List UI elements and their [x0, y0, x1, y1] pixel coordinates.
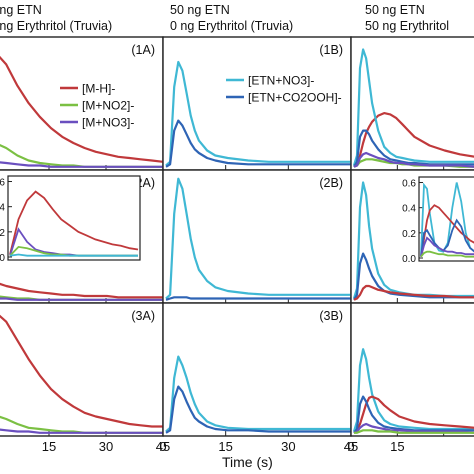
panel-label: (3A) [131, 309, 155, 323]
panel-frame [162, 169, 352, 304]
series-line--etn-co2ooh- [353, 129, 474, 168]
series-line--m-h- [0, 55, 164, 163]
inset-2a: 0.6 0.4 0.2 0.0 [0, 175, 141, 264]
series-line--m-h- [353, 284, 474, 301]
inset-y-tick-label: 0.2 [402, 229, 416, 240]
x-tick-label: 0 [159, 439, 166, 454]
panel-3b: (3B) 0 15 30 45 [159, 302, 358, 454]
inset-series-line--m-h- [420, 204, 474, 257]
legend-entry: [ETN+CO2OOH]- [248, 91, 342, 105]
inset-2c: 0.6 0.4 0.2 0.0 [402, 176, 474, 265]
x-tick-label: 15 [218, 439, 232, 454]
x-tick-label: 15 [42, 439, 56, 454]
inset-y-tick-label: 0.2 [0, 228, 5, 239]
inset-series-line--m-no3- [420, 236, 474, 257]
series-line--m-no3- [353, 151, 474, 168]
panel-frame [162, 302, 352, 437]
series-line--m-h- [0, 282, 163, 299]
panel-frame [0, 302, 164, 437]
panel-frame [350, 36, 474, 171]
series-line--m-no2- [354, 429, 474, 434]
inset-y-tick-label: 0.6 [0, 178, 5, 189]
header-col-c-line2: 50 ng Erythritol [365, 19, 450, 33]
panel-label: (1A) [131, 43, 155, 57]
x-tick-label: 30 [281, 439, 295, 454]
inset-y-tick-label: 0.0 [402, 254, 416, 265]
inset-series-line--etn-no3- [420, 182, 474, 256]
series-line--m-no3- [353, 422, 474, 434]
header-col-a-line1: 50 ng ETN [0, 3, 42, 17]
header-col-a-line2: 50 ng Erythritol (Truvia) [0, 19, 113, 33]
legend-entry: [M-H]- [82, 82, 115, 96]
legend-entry: [ETN+NO3]- [248, 74, 314, 88]
x-axis-title: Time (s) [222, 454, 273, 470]
x-tick-label: 45 [344, 439, 358, 454]
legend-entry: [M+NO3]- [82, 116, 134, 130]
panel-2b: (2B) [162, 169, 352, 304]
panel-label: (1B) [319, 43, 343, 57]
panel-1a: (1A) [M-H]- [M+NO2]- [M+NO3]- [0, 36, 164, 171]
x-tick-label: 30 [99, 439, 113, 454]
x-tick-label: 0 [347, 439, 354, 454]
panel-frame [0, 36, 164, 171]
panel-frame [350, 302, 474, 437]
panel-3c: 0 15 [347, 302, 474, 454]
series-line--etn-no3- [352, 48, 474, 166]
series-line--etn-no3- [352, 348, 474, 432]
inset-series-line--etn-co2ooh- [420, 218, 474, 257]
series-line--etn-no3- [165, 355, 351, 433]
header-col-b-line1: 50 ng ETN [170, 3, 230, 17]
series-line--m-h- [0, 314, 163, 428]
series-line--m-h- [353, 395, 474, 434]
panel-2c: 0.6 0.4 0.2 0.0 [350, 169, 474, 304]
header-col-a: 50 ng ETN 50 ng Erythritol (Truvia) [0, 2, 112, 34]
header-col-c-line1: 50 ng ETN [365, 3, 425, 17]
header-col-b: 50 ng ETN 0 ng Erythritol (Truvia) [170, 2, 293, 34]
header-col-b-line2: 0 ng Erythritol (Truvia) [170, 19, 294, 33]
inset-series-line--m-h- [9, 190, 139, 255]
series-line--etn-co2ooh- [165, 119, 351, 168]
series-line--etn-no3- [165, 177, 351, 300]
x-tick-label: 45 [156, 439, 170, 454]
panel-1b: (1B) [ETN+NO3]- [ETN+CO2OOH]- [162, 36, 352, 171]
panel-label: (2B) [319, 176, 343, 190]
inset-y-tick-label: 0.0 [0, 253, 5, 264]
inset-y-tick-label: 0.4 [0, 203, 5, 214]
panel-3a: (3A) 15 30 45 [0, 302, 170, 454]
inset-y-tick-label: 0.6 [402, 179, 416, 190]
series-line--etn-co2ooh- [165, 385, 351, 434]
series-line--etn-no3- [165, 60, 351, 167]
inset-series-line--etn-no3- [9, 253, 138, 257]
inset-series-line--m-no2- [420, 250, 474, 258]
series-line--etn-co2ooh- [353, 395, 474, 434]
inset-y-tick-label: 0.4 [402, 204, 416, 215]
series-line--m-no3- [0, 428, 163, 434]
legend-1b: [ETN+NO3]- [ETN+CO2OOH]- [226, 74, 342, 105]
series-line--m-no3- [0, 297, 163, 301]
panel-2a: (2A)0.60.40.20.0 [0, 169, 164, 304]
legend-entry: [M+NO2]- [82, 99, 134, 113]
series-line--m-h- [353, 112, 474, 167]
legend-1a: [M-H]- [M+NO2]- [M+NO3]- [60, 82, 134, 130]
panel-label: (3B) [319, 309, 343, 323]
series-line--etn-co2ooh- [165, 296, 351, 301]
panel-1c [350, 36, 474, 171]
header-col-c: 50 ng ETN 50 ng Erythritol [365, 2, 449, 34]
inset-frame [7, 175, 141, 261]
series-line--m-no3- [0, 161, 163, 168]
x-tick-label: 15 [390, 439, 404, 454]
